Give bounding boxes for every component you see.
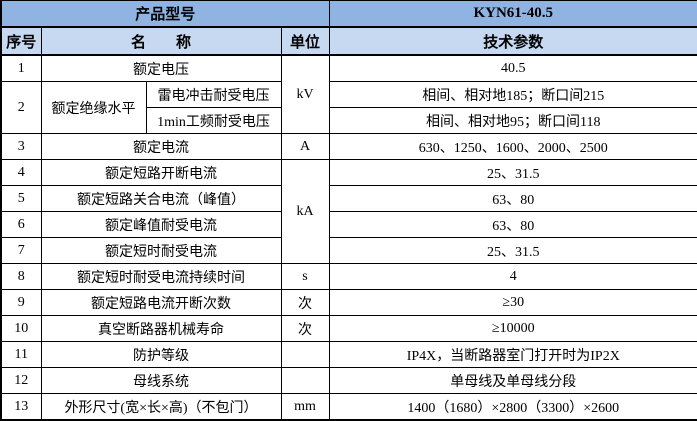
- row-number: 13: [0, 393, 42, 421]
- param-group-name: 额定绝缘水平: [40, 81, 147, 134]
- unit-ka: kA: [280, 159, 330, 264]
- param-name: 额定短路电流开断次数: [40, 289, 282, 316]
- param-value: 63、80: [328, 211, 697, 238]
- param-name: 真空断路器机械寿命: [40, 315, 282, 342]
- param-name: 防护等级: [40, 341, 282, 368]
- row-number: 5: [0, 185, 42, 212]
- param-value: 25、31.5: [328, 237, 697, 264]
- param-name: 额定短路开断电流: [40, 159, 282, 186]
- column-header-name: 名 称: [40, 26, 282, 56]
- param-name: 额定电流: [40, 133, 282, 160]
- row-number: 1: [0, 54, 42, 82]
- param-value: 630、1250、1600、2000、2500: [328, 133, 697, 160]
- param-value: 相间、相对地185；断口间215: [328, 81, 697, 108]
- param-value: 63、80: [328, 185, 697, 212]
- param-subname: 1min工频耐受电压: [145, 107, 282, 134]
- param-value: ≥30: [328, 289, 697, 316]
- row-number: 4: [0, 159, 42, 186]
- row-number: 9: [0, 289, 42, 316]
- table-row: 13 外形尺寸(宽×长×高)（不包门） mm 1400（1680）×2800（3…: [0, 393, 697, 421]
- table-row: 12 母线系统 单母线及单母线分段: [0, 367, 697, 394]
- row-number: 8: [0, 263, 42, 290]
- table-row: 6 额定峰值耐受电流 63、80: [0, 211, 697, 238]
- table-row: 8 额定短时耐受电流持续时间 s 4: [0, 263, 697, 290]
- table-row: 7 额定短时耐受电流 25、31.5: [0, 237, 697, 264]
- row-number: 2: [0, 81, 42, 134]
- table-row: 9 额定短路电流开断次数 次 ≥30: [0, 289, 697, 316]
- param-value: 40.5: [328, 54, 697, 82]
- param-name: 额定短路关合电流（峰值）: [40, 185, 282, 212]
- table-row: 4 额定短路开断电流 kA 25、31.5: [0, 159, 697, 264]
- unit-empty: [280, 367, 330, 394]
- param-value: IP4X，当断路器室门打开时为IP2X: [328, 341, 697, 368]
- column-header-unit: 单位: [280, 26, 330, 56]
- unit-times: 次: [280, 315, 330, 342]
- param-value: ≥10000: [328, 315, 697, 342]
- param-name: 母线系统: [40, 367, 282, 394]
- param-value: 1400（1680）×2800（3300）×2600: [328, 393, 697, 421]
- product-model-value: KYN61-40.5: [328, 0, 697, 28]
- param-name: 额定短时耐受电流持续时间: [40, 263, 282, 290]
- param-subname: 雷电冲击耐受电压: [145, 81, 282, 108]
- unit-times: 次: [280, 289, 330, 316]
- product-model-label: 产品型号: [0, 0, 330, 28]
- param-name: 额定峰值耐受电流: [40, 211, 282, 238]
- unit-mm: mm: [280, 393, 330, 421]
- param-value: 单母线及单母线分段: [328, 367, 697, 394]
- table-row: 10 真空断路器机械寿命 次 ≥10000: [0, 315, 697, 342]
- table-row: 11 防护等级 IP4X，当断路器室门打开时为IP2X: [0, 341, 697, 368]
- row-number: 11: [0, 341, 42, 368]
- row-number: 3: [0, 133, 42, 160]
- row-number: 7: [0, 237, 42, 264]
- param-value: 相间、相对地95；断口间118: [328, 107, 697, 134]
- table-row: 1 额定电压 kV 40.5: [0, 54, 697, 134]
- row-number: 6: [0, 211, 42, 238]
- row-number: 12: [0, 367, 42, 394]
- param-name: 外形尺寸(宽×长×高)（不包门）: [40, 393, 282, 421]
- table-row: 3 额定电流 A 630、1250、1600、2000、2500: [0, 133, 697, 160]
- table-header-model-row: 产品型号 KYN61-40.5: [0, 0, 697, 28]
- column-header-params: 技术参数: [328, 26, 697, 56]
- table-header-columns-row: 序号 名 称 单位 技术参数: [0, 26, 697, 56]
- unit-a: A: [280, 133, 330, 160]
- param-value: 4: [328, 263, 697, 290]
- unit-empty: [280, 341, 330, 368]
- param-value: 25、31.5: [328, 159, 697, 186]
- column-header-no: 序号: [0, 26, 42, 56]
- row-number: 10: [0, 315, 42, 342]
- unit-s: s: [280, 263, 330, 290]
- unit-kv: kV: [280, 54, 330, 134]
- table-row: 5 额定短路关合电流（峰值） 63、80: [0, 185, 697, 212]
- table-row: 2 额定绝缘水平 雷电冲击耐受电压 相间、相对地185；断口间215: [0, 81, 697, 134]
- param-name: 额定短时耐受电流: [40, 237, 282, 264]
- param-name: 额定电压: [40, 54, 282, 82]
